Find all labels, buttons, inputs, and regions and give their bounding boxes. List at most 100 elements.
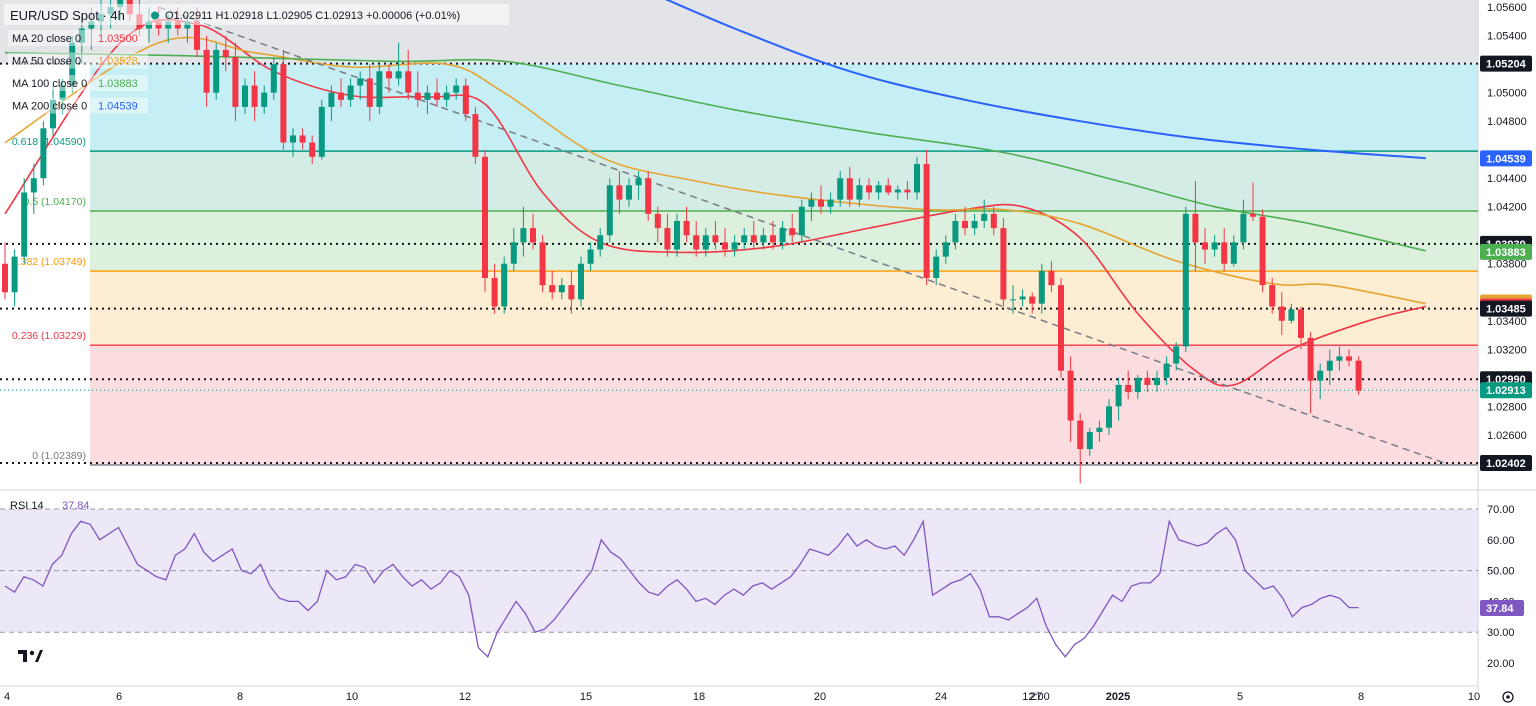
- candle-body: [779, 228, 786, 243]
- settings-gear-icon[interactable]: [1502, 691, 1514, 703]
- time-tick-label: 18: [693, 691, 705, 703]
- candle-body: [299, 135, 306, 143]
- indicator-bg: [8, 97, 148, 114]
- rsi-value: 37.84: [62, 500, 90, 512]
- price-badge: [1480, 55, 1532, 72]
- gear-hub: [1506, 695, 1510, 699]
- candle-body: [549, 285, 556, 293]
- candle-body: [674, 220, 680, 250]
- price-tick-label: 1.02800: [1487, 401, 1527, 413]
- rsi-pane: RSI 14 37.84: [0, 500, 1478, 658]
- fib-label: 0 (1.02389): [32, 450, 86, 462]
- candle-body: [2, 263, 8, 293]
- candle-body: [491, 278, 498, 307]
- indicator-label[interactable]: MA 100 close 0: [12, 78, 87, 90]
- candle-body: [923, 163, 930, 279]
- candle-body: [789, 228, 796, 236]
- indicator-bg: [8, 75, 148, 91]
- candle-body: [1192, 213, 1199, 243]
- candle-body: [270, 64, 277, 93]
- candle-body: [1125, 384, 1132, 393]
- candle-body: [443, 92, 450, 100]
- time-tick-label: 20: [814, 691, 826, 703]
- price-tick-label: 1.05400: [1487, 31, 1527, 43]
- fib-label: 0.236 (1.03229): [12, 330, 86, 342]
- candle-body: [1154, 377, 1160, 385]
- symbol-title[interactable]: EUR/USD Spot · 4h: [10, 8, 125, 23]
- rsi-tick-label: 50.00: [1487, 566, 1515, 578]
- candle-body: [1019, 296, 1026, 300]
- time-tick-label: 8: [1358, 691, 1364, 703]
- candle-body: [78, 28, 85, 43]
- candle-body: [856, 185, 863, 200]
- price-badge: [1480, 455, 1532, 472]
- gear-ring: [1502, 691, 1514, 703]
- indicator-label[interactable]: MA 200 close 0: [12, 101, 87, 113]
- candle-body: [453, 85, 460, 93]
- time-tick-label: 6: [116, 691, 122, 703]
- candle-body: [1326, 360, 1333, 371]
- ma-line: [4, 36, 1426, 305]
- candle-body: [606, 185, 613, 236]
- candle-body: [616, 185, 623, 200]
- candle-body: [318, 106, 325, 157]
- candle-body: [347, 85, 354, 100]
- ma-line: [665, 0, 1426, 160]
- candle-body: [741, 235, 748, 243]
- legend: EUR/USD Spot · 4h O1.02911 H1.02918 L1.0…: [4, 4, 509, 114]
- price-badge: [1480, 300, 1532, 317]
- candle-body: [914, 163, 920, 193]
- logo-dot: [29, 650, 35, 656]
- candle-body: [712, 235, 719, 243]
- candle-body: [520, 228, 527, 243]
- candle-body: [722, 242, 728, 250]
- candle-body: [1269, 285, 1276, 307]
- indicator-value: 1.03883: [98, 78, 138, 90]
- candle-body: [693, 235, 700, 250]
- candle-body: [338, 92, 344, 100]
- fib-lines: 0.618 (1.04590)0.5 (1.04170)0.382 (1.037…: [12, 136, 1478, 466]
- candle-body: [50, 99, 56, 129]
- price-badge-label: 1.04539: [1486, 153, 1526, 165]
- time-tick-label: 27: [1030, 691, 1042, 703]
- candle-body: [414, 92, 421, 100]
- candle-body: [933, 256, 940, 279]
- price-tick-label: 1.04800: [1487, 116, 1527, 128]
- candle-body: [510, 242, 517, 264]
- indicator-value: 1.03500: [98, 33, 138, 45]
- candle-body: [328, 92, 335, 107]
- candle-body: [482, 156, 488, 279]
- indicator-value: 1.04539: [98, 101, 138, 113]
- fib-label: 0.382 (1.03749): [12, 256, 86, 268]
- candle-body: [405, 71, 412, 93]
- candle-body: [117, 0, 124, 8]
- candle-body: [1067, 370, 1074, 421]
- candle-body: [1230, 242, 1237, 264]
- price-badge: [1480, 243, 1532, 260]
- candle-body: [290, 135, 296, 143]
- price-tick-label: 1.05000: [1487, 88, 1527, 100]
- time-tick-label: 2025: [1106, 691, 1130, 703]
- candle-body: [1240, 213, 1247, 243]
- live-dot-icon: [151, 11, 159, 20]
- candle-body: [1202, 242, 1208, 250]
- indicator-label[interactable]: MA 20 close 0: [12, 33, 81, 45]
- rsi-badge: [1480, 600, 1524, 617]
- candle-body: [904, 189, 911, 193]
- logo-bar: [18, 650, 27, 654]
- indicator-label[interactable]: MA 50 close 0: [12, 56, 81, 68]
- candle-body: [1355, 360, 1362, 391]
- candle-body: [587, 249, 594, 264]
- candle-body: [1038, 270, 1045, 304]
- header-bg: [4, 4, 509, 25]
- candle-body: [1336, 356, 1343, 361]
- price-tick-label: 1.02600: [1487, 430, 1527, 442]
- candle-body: [626, 185, 632, 200]
- axes: 1.05600 1.05400 1.05000 1.04800 1.04400 1.042…: [4, 2, 1532, 703]
- candle-body: [1250, 213, 1256, 217]
- band-0236-0382: [90, 271, 1478, 346]
- rsi-badge-label: 37.84: [1486, 603, 1514, 615]
- candle-body: [1010, 299, 1016, 301]
- candle-body: [1144, 377, 1151, 385]
